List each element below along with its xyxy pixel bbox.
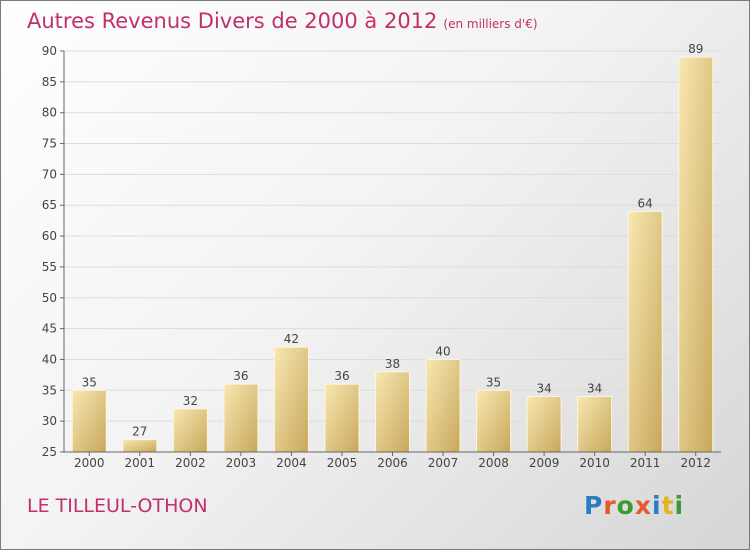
bar[interactable] <box>122 439 158 453</box>
chart-unit: (en milliers d'€) <box>443 17 538 31</box>
y-tick-label: 85 <box>42 75 57 89</box>
x-tick-label: 2012 <box>680 456 711 470</box>
bar[interactable] <box>223 383 259 453</box>
bar[interactable] <box>273 346 309 453</box>
y-tick-label: 25 <box>42 445 57 459</box>
location-label: LE TILLEUL-OTHON <box>27 495 208 517</box>
bar-value-label: 89 <box>688 42 703 56</box>
bar[interactable] <box>375 371 410 453</box>
bar[interactable] <box>476 389 512 453</box>
y-tick-label: 40 <box>42 352 57 366</box>
y-tick-label: 80 <box>42 106 57 120</box>
x-tick-label: 2005 <box>327 456 358 470</box>
bar-value-label: 34 <box>587 381 602 395</box>
bar[interactable] <box>678 56 714 453</box>
bar-value-label: 27 <box>132 425 147 439</box>
bar-chart: 35 27 32 36 42 36 38 40 35 34 34 64 89 25 30 35 40 45 50 5… <box>42 42 721 470</box>
x-tick-label: 2002 <box>175 456 206 470</box>
y-tick-label: 90 <box>42 44 57 58</box>
y-tick-label: 75 <box>42 137 57 151</box>
y-tick-label: 70 <box>42 167 57 181</box>
y-tick-label: 55 <box>42 260 57 274</box>
x-tick-label: 2007 <box>428 456 459 470</box>
x-tick-label: 2011 <box>630 456 661 470</box>
y-tick-label: 30 <box>42 414 57 428</box>
bar-value-label: 35 <box>82 375 97 389</box>
x-tick-label: 2010 <box>579 456 610 470</box>
x-tick-label: 2009 <box>529 456 560 470</box>
bar-value-label: 42 <box>284 332 299 346</box>
bar[interactable] <box>172 408 208 453</box>
bar-value-label: 35 <box>486 375 501 389</box>
y-tick-label: 50 <box>42 291 57 305</box>
proxiti-logo[interactable]: Proxiti <box>584 491 685 520</box>
bar[interactable] <box>324 383 360 453</box>
x-tick-label: 2001 <box>125 456 156 470</box>
bar-value-label: 64 <box>638 196 653 210</box>
bar-value-label: 36 <box>334 369 349 383</box>
x-tick-label: 2006 <box>377 456 408 470</box>
bar-value-label: 32 <box>183 394 198 408</box>
axis-layer: 25 30 35 40 45 50 55 60 65 70 75 80 85 90 2000 2001 2002… <box>42 44 721 470</box>
bar[interactable] <box>425 358 461 453</box>
chart-title-block: Autres Revenus Divers de 2000 à 2012 (en … <box>27 9 538 33</box>
y-tick-label: 35 <box>42 383 57 397</box>
x-tick-label: 2000 <box>74 456 105 470</box>
bar[interactable] <box>627 210 663 453</box>
bar-value-label: 38 <box>385 357 400 371</box>
x-tick-label: 2004 <box>276 456 307 470</box>
x-tick-label: 2003 <box>226 456 257 470</box>
y-tick-label: 65 <box>42 198 57 212</box>
bar-value-label: 40 <box>435 344 450 358</box>
y-tick-label: 60 <box>42 229 57 243</box>
bar[interactable] <box>71 389 107 453</box>
y-tick-label: 45 <box>42 322 57 336</box>
x-tick-label: 2008 <box>478 456 509 470</box>
bar-value-label: 34 <box>536 381 551 395</box>
chart-title: Autres Revenus Divers de 2000 à 2012 <box>27 9 438 33</box>
bar[interactable] <box>577 395 613 453</box>
bar[interactable] <box>526 395 562 453</box>
bar-value-label: 36 <box>233 369 248 383</box>
